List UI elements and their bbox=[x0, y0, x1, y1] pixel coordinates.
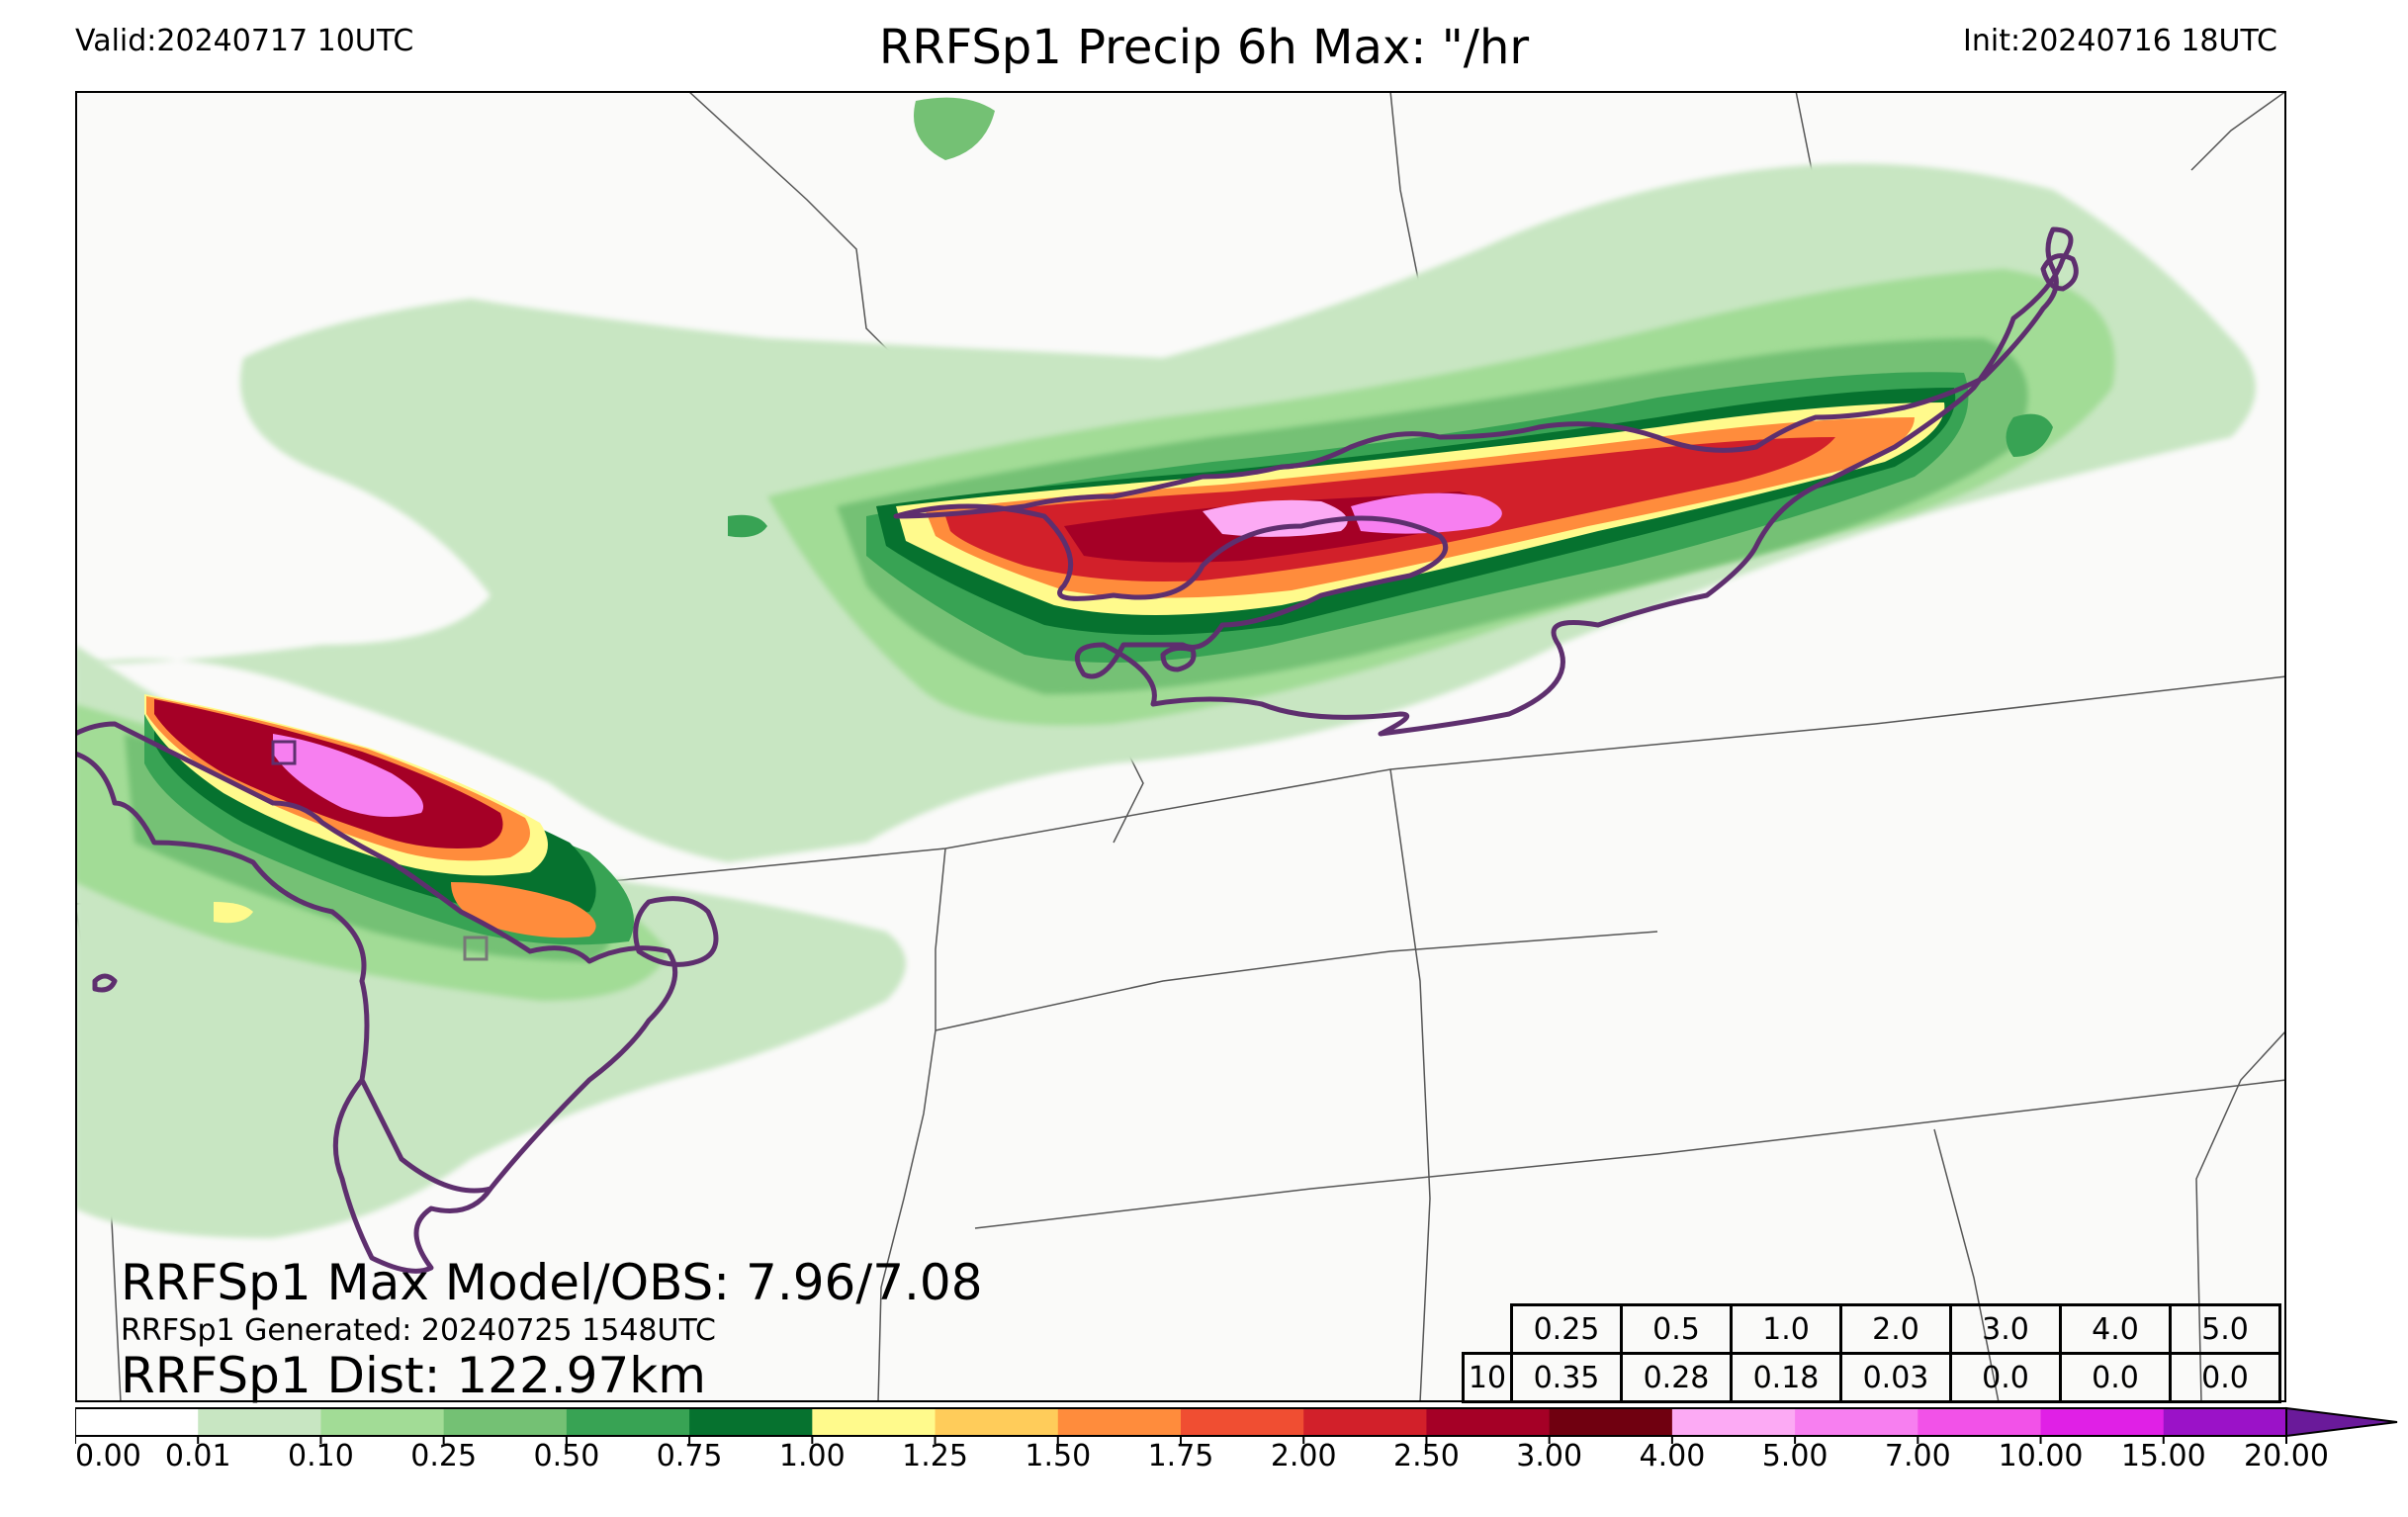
colorbar-segment bbox=[320, 1408, 445, 1436]
valid-time: Valid:20240717 10UTC bbox=[75, 24, 414, 58]
colorbar-segment bbox=[1303, 1408, 1427, 1436]
colorbar-tick-label: 0.01 bbox=[165, 1439, 231, 1468]
colorbar-tick-label: 7.00 bbox=[1885, 1439, 1951, 1468]
colorbar-segment bbox=[566, 1408, 690, 1436]
obs-contour-line bbox=[75, 721, 678, 1194]
precip-area bbox=[1203, 499, 1348, 537]
map-frame bbox=[75, 91, 2286, 1402]
obs-contour-line bbox=[1160, 645, 1197, 672]
precip-area bbox=[914, 97, 995, 160]
colorbar-segment bbox=[1795, 1408, 1918, 1436]
threshold-cell: 4.0 bbox=[2059, 1303, 2172, 1355]
colorbar-tick-label: 0.75 bbox=[657, 1439, 723, 1468]
precip-area bbox=[1351, 492, 1502, 534]
threshold-cell: 0.25 bbox=[1510, 1303, 1623, 1355]
colorbar-tick-label: 4.00 bbox=[1639, 1439, 1705, 1468]
precip-area bbox=[728, 514, 767, 538]
colorbar-tick-label: 1.75 bbox=[1148, 1439, 1214, 1468]
obs-contours bbox=[75, 226, 2079, 1274]
max-model-obs-label: RRFSp1 Max Model/OBS: 7.96/7.08 bbox=[121, 1254, 983, 1311]
colorbar-tick-label: 0.50 bbox=[533, 1439, 599, 1468]
colorbar-tick-label: 0.25 bbox=[410, 1439, 477, 1468]
colorbar-segment bbox=[812, 1408, 936, 1436]
colorbar-segment bbox=[1426, 1408, 1551, 1436]
precip-area bbox=[273, 734, 423, 817]
threshold-cell: 1.0 bbox=[1730, 1303, 1842, 1355]
boundary-line bbox=[935, 931, 1658, 1031]
map-title: RRFSp1 Precip 6h Max: "/hr bbox=[878, 20, 1530, 75]
threshold-header-row: 0.25 0.5 1.0 2.0 3.0 4.0 5.0 bbox=[1464, 1303, 2281, 1355]
threshold-cell: 0.5 bbox=[1620, 1303, 1733, 1355]
colorbar-segment bbox=[2040, 1408, 2165, 1436]
distance-label: RRFSp1 Dist: 122.97km bbox=[121, 1347, 706, 1404]
colorbar-tick-label: 5.00 bbox=[1762, 1439, 1828, 1468]
value-cell: 0.0 bbox=[1949, 1352, 2062, 1403]
boundary-line bbox=[1389, 768, 1431, 1402]
colorbar-segment bbox=[1181, 1408, 1304, 1436]
value-cell: 0.03 bbox=[1839, 1352, 1952, 1403]
threshold-cell: 3.0 bbox=[1949, 1303, 2062, 1355]
colorbar-tick-label: 1.25 bbox=[902, 1439, 968, 1468]
colorbar-tick-label: 0.10 bbox=[288, 1439, 354, 1468]
colorbar-tick-label: 2.00 bbox=[1271, 1439, 1337, 1468]
threshold-value-row: 10 0.35 0.28 0.18 0.03 0.0 0.0 0.0 bbox=[1462, 1352, 2281, 1403]
colorbar-extend-arrow bbox=[2285, 1406, 2398, 1438]
colorbar-segment bbox=[198, 1408, 321, 1436]
value-cell: 0.18 bbox=[1730, 1352, 1842, 1403]
colorbar-segment bbox=[1549, 1408, 1673, 1436]
value-cell: 0.28 bbox=[1620, 1352, 1733, 1403]
colorbar-tick-label: 10.00 bbox=[1999, 1439, 2084, 1468]
colorbar-tick-label: 1.00 bbox=[779, 1439, 846, 1468]
value-cell: 0.0 bbox=[2169, 1352, 2281, 1403]
colorbar: 0.00 0.01 0.10 0.25 0.50 0.75 1.00 1.25 1.50 1.75… bbox=[75, 1406, 2398, 1468]
colorbar-segment bbox=[1057, 1408, 1182, 1436]
init-time: Init:20240716 18UTC bbox=[1963, 24, 2277, 58]
row-label: 10 bbox=[1462, 1352, 1513, 1403]
colorbar-tick-label: 2.50 bbox=[1393, 1439, 1460, 1468]
boundary-line bbox=[2195, 1029, 2286, 1402]
obs-contour-line bbox=[92, 973, 118, 993]
colorbar-segment bbox=[443, 1408, 568, 1436]
value-cell: 0.0 bbox=[2059, 1352, 2172, 1403]
colorbar-tick-label: 0.00 bbox=[75, 1439, 141, 1468]
colorbar-tick-label: 3.00 bbox=[1516, 1439, 1582, 1468]
colorbar-segment bbox=[1671, 1408, 1796, 1436]
colorbar-segment bbox=[935, 1408, 1059, 1436]
obs-contour-line bbox=[2040, 253, 2079, 292]
boundary-line bbox=[974, 1079, 2286, 1229]
threshold-table: 0.25 0.5 1.0 2.0 3.0 4.0 5.0 10 0.35 0.2… bbox=[1462, 1303, 2281, 1403]
generated-label: RRFSp1 Generated: 20240725 1548UTC bbox=[121, 1313, 716, 1348]
boundary-line bbox=[877, 848, 946, 1402]
table-corner bbox=[1464, 1305, 1512, 1354]
obs-contour-line bbox=[893, 226, 2074, 737]
colorbar-tick-label: 15.00 bbox=[2121, 1439, 2206, 1468]
obs-contour-line bbox=[633, 896, 719, 967]
colorbar-tick-label: 1.50 bbox=[1025, 1439, 1091, 1468]
threshold-cell: 5.0 bbox=[2169, 1303, 2281, 1355]
colorbar-segment bbox=[75, 1408, 199, 1436]
precip-area bbox=[2006, 413, 2053, 457]
value-cell: 0.35 bbox=[1510, 1352, 1623, 1403]
colorbar-segment bbox=[1917, 1408, 2042, 1436]
precip-area bbox=[214, 902, 253, 924]
station-marker bbox=[463, 936, 489, 961]
obs-contour-line bbox=[332, 1078, 493, 1274]
boundary-line bbox=[2190, 91, 2286, 171]
colorbar-tick-label: 20.00 bbox=[2244, 1439, 2329, 1468]
colorbar-segment bbox=[689, 1408, 813, 1436]
colorbar-segment bbox=[2163, 1408, 2287, 1436]
precip-map bbox=[75, 91, 2286, 1402]
station-marker bbox=[271, 740, 297, 765]
threshold-cell: 2.0 bbox=[1839, 1303, 1952, 1355]
